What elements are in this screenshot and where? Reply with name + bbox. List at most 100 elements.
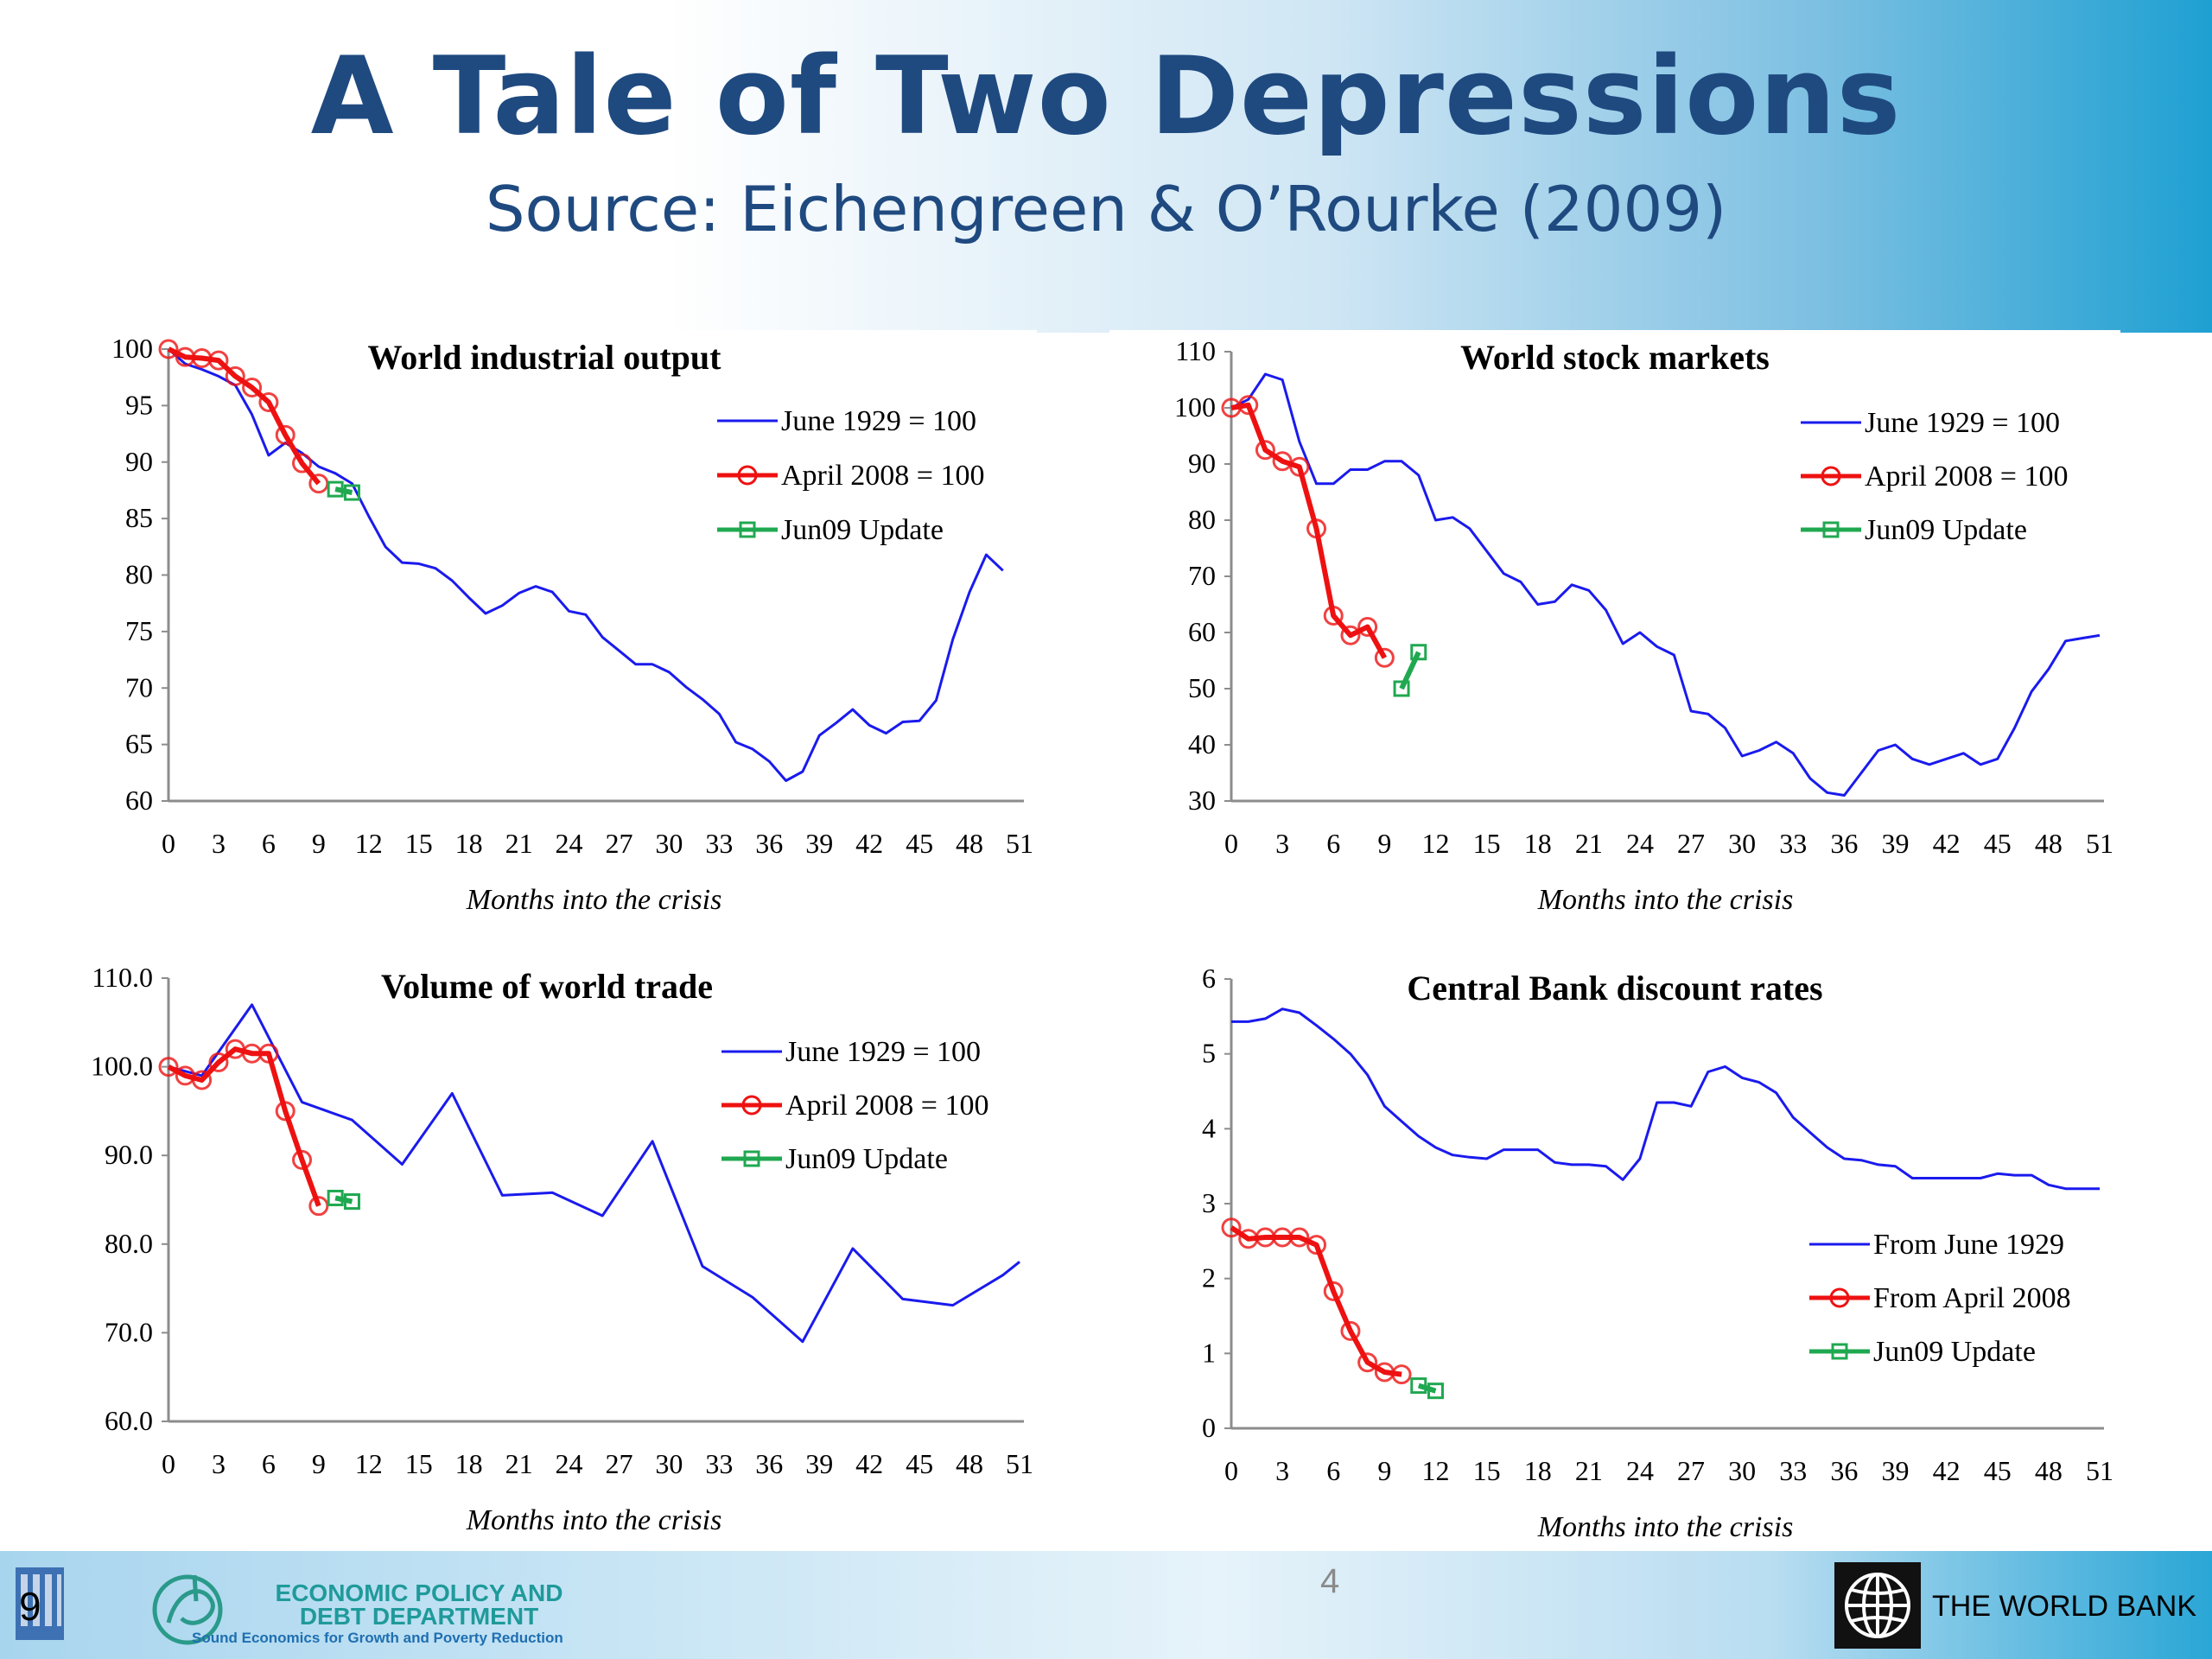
x-tick-label: 39 [805,828,833,859]
x-axis-label: Months into the crisis [1537,1511,1794,1543]
data-point [1410,1377,1427,1395]
x-tick-label: 51 [1006,1448,1033,1479]
x-tick-label: 30 [655,1448,683,1479]
y-tick-label: 80.0 [105,1228,153,1259]
y-tick-label: 85 [125,502,153,533]
x-tick-label: 48 [956,828,983,859]
x-tick-label: 33 [1779,828,1807,859]
chart-title: World stock markets [1460,338,1770,377]
legend-label: Jun09 Update [785,1143,948,1175]
x-tick-label: 21 [505,1448,533,1479]
y-tick-label: 70 [125,671,153,702]
x-tick-label: 48 [956,1448,983,1479]
x-tick-label: 27 [605,1448,632,1479]
x-tick-label: 27 [1677,1455,1705,1486]
chart-title: Central Bank discount rates [1407,969,1822,1007]
x-tick-label: 3 [1275,1455,1289,1486]
data-point [1393,680,1410,697]
x-axis-label: Months into the crisis [466,884,722,916]
data-point [1357,617,1378,637]
data-point [1340,1320,1361,1341]
x-tick-label: 51 [2086,1455,2113,1486]
data-point [275,424,296,445]
chart-world-stock-markets: 30 40 50 60 70 80 90 100 110 0 3 6 9 12 15 18 21 24 27 30 33… [1109,330,2120,935]
x-tick-label: 18 [1524,1455,1552,1486]
data-point [1306,518,1327,539]
x-tick-label: 15 [1473,828,1501,859]
x-tick-label: 42 [1933,1455,1961,1486]
series-line-2 [334,486,353,496]
data-point [292,1149,313,1170]
x-tick-label: 36 [1830,828,1858,859]
x-tick-label: 24 [556,828,583,859]
x-tick-label: 0 [1224,1455,1238,1486]
x-tick-label: 9 [312,828,326,859]
x-axis-label: Months into the crisis [466,1504,722,1536]
x-tick-label: 6 [262,1448,276,1479]
legend-label: Jun09 Update [1865,514,2027,546]
x-tick-label: 33 [1779,1455,1807,1486]
legend-label: April 2008 = 100 [1865,461,2068,493]
chart-central-bank-discount-rates: 0 1 2 3 4 5 6 0 3 6 9 12 15 18 21 24 27 30 33 36 39 42 45 48 51 C… [1109,955,2120,1551]
y-tick-label: 4 [1202,1112,1216,1143]
x-axis-label: Months into the crisis [1537,884,1794,916]
y-tick-label: 2 [1202,1262,1216,1294]
data-point [1374,647,1395,668]
data-point [1221,1217,1242,1238]
x-tick-label: 33 [705,1448,733,1479]
data-point [208,1052,229,1072]
x-tick-label: 0 [162,828,175,859]
y-tick-label: 65 [125,728,153,760]
data-point [1289,456,1310,477]
y-tick-label: 50 [1188,672,1216,703]
legend-marker [743,1150,760,1167]
chart-title: Volume of world trade [381,967,713,1006]
y-tick-label: 95 [125,389,153,420]
x-tick-label: 3 [1275,828,1289,859]
legend-marker [1829,1287,1850,1308]
data-point [1357,1352,1378,1373]
y-tick-label: 70.0 [105,1316,153,1347]
x-tick-label: 18 [455,1448,483,1479]
x-tick-label: 45 [1984,1455,2012,1486]
x-tick-label: 15 [1473,1455,1501,1486]
x-tick-label: 3 [212,1448,226,1479]
series-line-2 [334,1195,353,1205]
x-tick-label: 27 [1677,828,1705,859]
x-tick-label: 21 [1575,1455,1603,1486]
y-tick-label: 80 [1188,504,1216,535]
x-tick-label: 18 [1524,828,1552,859]
x-tick-label: 12 [355,1448,383,1479]
data-point [1323,606,1344,626]
y-tick-label: 110.0 [92,962,153,993]
series-line-1 [1230,1225,1402,1377]
x-tick-label: 45 [1984,828,2012,859]
epdd-logo-icon [152,1574,223,1645]
y-tick-label: 30 [1188,785,1216,816]
x-tick-label: 33 [705,828,733,859]
y-tick-label: 90.0 [105,1139,153,1170]
y-tick-label: 90 [1188,448,1216,479]
data-point [225,365,245,386]
x-tick-label: 0 [1224,828,1238,859]
series-line-0 [168,1003,1020,1344]
prem-logo [16,1567,64,1640]
data-point [1289,1227,1310,1248]
data-point [327,1189,344,1206]
series-line-2 [1399,651,1421,690]
legend-label: April 2008 = 100 [785,1090,988,1122]
department-name: ECONOMIC POLICY AND DEBT DEPARTMENT [275,1580,563,1630]
data-point [1306,1235,1327,1255]
x-tick-label: 30 [1728,1455,1756,1486]
series-line-1 [167,346,321,486]
data-point [308,474,329,494]
legend-label: April 2008 = 100 [781,460,984,492]
x-tick-label: 45 [906,1448,933,1479]
x-tick-label: 51 [2086,828,2113,859]
legend-label: Jun09 Update [1873,1336,2036,1368]
x-tick-label: 15 [405,828,433,859]
y-tick-label: 5 [1202,1038,1216,1069]
x-tick-label: 48 [2035,1455,2063,1486]
